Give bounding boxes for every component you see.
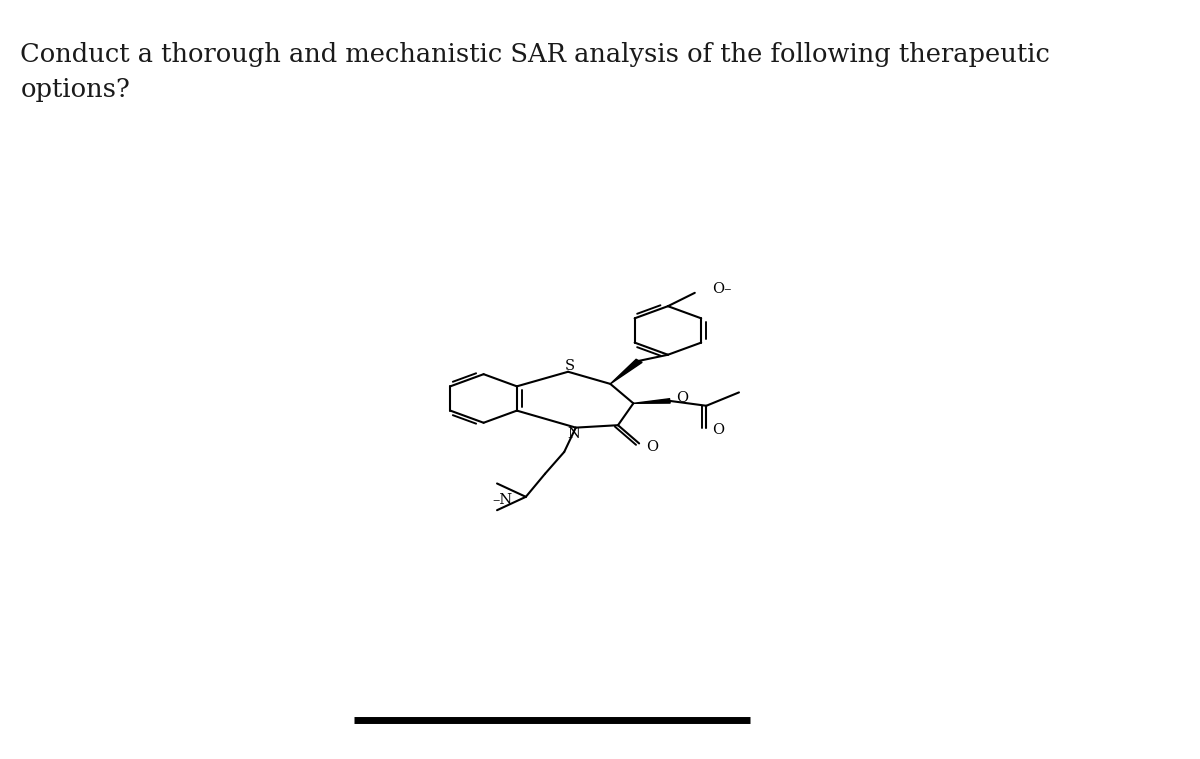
Text: O–: O– bbox=[712, 282, 732, 296]
Text: O: O bbox=[712, 423, 724, 437]
Text: –N: –N bbox=[492, 493, 512, 507]
Text: S: S bbox=[565, 359, 575, 373]
Text: Conduct a thorough and mechanistic SAR analysis of the following therapeutic
opt: Conduct a thorough and mechanistic SAR a… bbox=[20, 42, 1050, 102]
Text: O: O bbox=[647, 440, 659, 454]
Text: O: O bbox=[676, 391, 688, 405]
Text: N: N bbox=[568, 427, 581, 442]
